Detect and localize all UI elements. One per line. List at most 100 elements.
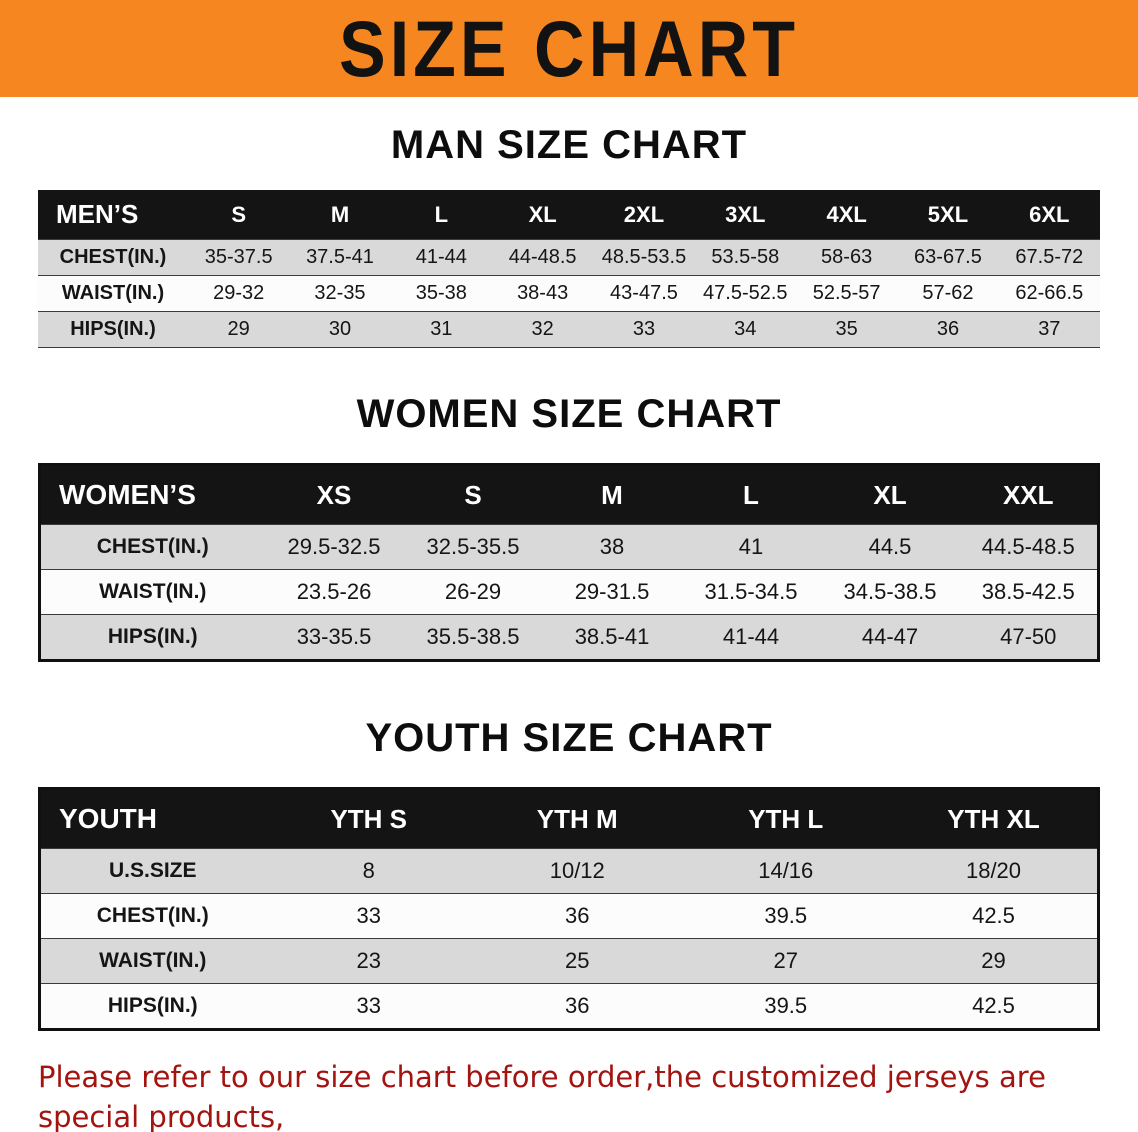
- men-group-label: MEN’S: [38, 190, 188, 240]
- table-row: HIPS(IN.) 29 30 31 32 33 34 35 36 37: [38, 311, 1100, 348]
- table-cell: 58-63: [821, 246, 873, 268]
- table-cell: 8: [362, 858, 375, 883]
- table-cell: 53.5-58: [711, 246, 780, 268]
- size-column-header: 3XL: [694, 190, 796, 240]
- table-cell: 36: [936, 318, 960, 340]
- table-cell: 26-29: [444, 579, 502, 604]
- size-column-header: 2XL: [593, 190, 695, 240]
- table-row: CHEST(IN.) 33 36 39.5 42.5: [39, 893, 1099, 939]
- table-cell: 41-44: [415, 246, 467, 268]
- size-column-header: L: [390, 190, 492, 240]
- size-column-header: YTH XL: [890, 788, 1099, 849]
- men-size-table: MEN’S S M L XL 2XL 3XL 4XL 5XL 6XL CHEST(IN.) 35-37…: [38, 190, 1100, 348]
- table-cell: 29-32: [213, 282, 265, 304]
- table-cell: 31: [430, 318, 453, 340]
- table-cell: 62-66.5: [1015, 282, 1084, 304]
- women-size-chart-section: WOMEN SIZE CHART WOMEN’S XS S M L XL XXL CHEST(I…: [0, 392, 1138, 662]
- table-cell: 38-43: [517, 282, 569, 304]
- table-cell: 44-47: [861, 624, 919, 649]
- table-cell: 23: [356, 948, 381, 973]
- size-column-header: YTH M: [473, 788, 682, 849]
- women-chart-title: WOMEN SIZE CHART: [356, 392, 782, 436]
- table-cell: 25: [565, 948, 590, 973]
- table-cell: 47-50: [1000, 624, 1057, 649]
- row-label: HIPS(IN.): [107, 625, 198, 648]
- table-cell: 57-62: [922, 282, 974, 304]
- row-label: WAIST(IN.): [61, 282, 165, 304]
- table-row: CHEST(IN.) 35-37.5 37.5-41 41-44 44-48.5 48.5…: [38, 239, 1100, 276]
- table-cell: 39.5: [764, 903, 808, 928]
- table-row: CHEST(IN.) 29.5-32.5 32.5-35.5 38 41 44.5 44.5…: [39, 524, 1099, 570]
- size-column-header: XXL: [959, 464, 1099, 525]
- table-cell: 44.5: [868, 534, 912, 559]
- table-row: HIPS(IN.) 33 36 39.5 42.5: [39, 983, 1099, 1030]
- size-column-header: 4XL: [795, 190, 898, 240]
- table-cell: 35.5-38.5: [426, 624, 520, 649]
- table-cell: 35-37.5: [204, 246, 273, 268]
- table-cell: 33-35.5: [296, 624, 372, 649]
- youth-size-table: YOUTH YTH S YTH M YTH L YTH XL U.S.SIZE 8 10/12…: [38, 787, 1100, 1031]
- table-cell: 42.5: [972, 993, 1015, 1018]
- table-cell: 47.5-52.5: [703, 282, 788, 304]
- size-column-header: XL: [491, 190, 594, 240]
- women-size-table: WOMEN’S XS S M L XL XXL CHEST(IN.) 29.5-32.5 32.5…: [38, 463, 1100, 662]
- table-cell: 38.5-41: [574, 624, 650, 649]
- women-group-label: WOMEN’S: [39, 464, 265, 525]
- row-label: WAIST(IN.): [99, 580, 207, 603]
- table-cell: 34.5-38.5: [843, 579, 937, 604]
- youth-chart-title: YOUTH SIZE CHART: [365, 716, 773, 760]
- row-label: HIPS(IN.): [70, 318, 156, 340]
- table-cell: 33: [356, 993, 381, 1018]
- footer-notice: Please refer to our size chart before or…: [38, 1057, 1100, 1132]
- table-cell: 63-67.5: [914, 246, 982, 268]
- table-cell: 43-47.5: [610, 282, 678, 304]
- notice-line-1: Please refer to our size chart before or…: [38, 1060, 1046, 1132]
- table-cell: 30: [328, 318, 352, 340]
- row-label: HIPS(IN.): [107, 994, 198, 1017]
- table-cell: 34: [734, 318, 757, 340]
- table-cell: 37: [1038, 318, 1061, 340]
- size-column-header: YTH L: [681, 788, 890, 849]
- table-row: HIPS(IN.) 33-35.5 35.5-38.5 38.5-41 41-44 44-…: [39, 614, 1099, 661]
- table-cell: 29: [227, 318, 250, 340]
- size-column-header: M: [542, 464, 682, 525]
- table-cell: 23.5-26: [296, 579, 372, 604]
- page-title: SIZE CHART: [339, 4, 799, 93]
- table-row: WAIST(IN.) 23 25 27 29: [39, 938, 1099, 984]
- table-cell: 44-48.5: [508, 246, 577, 268]
- row-label: CHEST(IN.): [96, 535, 209, 558]
- size-column-header: YTH S: [264, 788, 473, 849]
- banner: SIZE CHART: [0, 0, 1138, 97]
- table-cell: 31.5-34.5: [704, 579, 798, 604]
- table-cell: 48.5-53.5: [601, 246, 687, 268]
- men-size-chart-section: MAN SIZE CHART MEN’S S M L XL 2XL 3XL 4XL 5XL 6XL C…: [0, 123, 1138, 348]
- table-cell: 35: [835, 318, 858, 340]
- table-cell: 27: [773, 948, 798, 973]
- table-cell: 29.5-32.5: [287, 534, 381, 559]
- header-row: MEN’S S M L XL 2XL 3XL 4XL 5XL 6XL: [38, 190, 1100, 240]
- size-column-header: M: [289, 190, 391, 240]
- table-cell: 32: [531, 318, 554, 340]
- size-column-header: 6XL: [998, 190, 1100, 240]
- header-row: WOMEN’S XS S M L XL XXL: [39, 464, 1099, 525]
- size-column-header: 5XL: [897, 190, 999, 240]
- table-cell: 33: [632, 318, 656, 340]
- table-cell: 52.5-57: [812, 282, 881, 304]
- size-column-header: XL: [820, 464, 960, 525]
- row-label: CHEST(IN.): [96, 904, 209, 927]
- table-cell: 32.5-35.5: [426, 534, 520, 559]
- men-chart-title: MAN SIZE CHART: [390, 123, 748, 167]
- charts-container: MAN SIZE CHART MEN’S S M L XL 2XL 3XL 4XL 5XL 6XL C…: [0, 123, 1138, 1031]
- table-cell: 67.5-72: [1015, 246, 1084, 268]
- table-cell: 35-38: [415, 282, 467, 304]
- table-cell: 36: [565, 903, 590, 928]
- table-cell: 44.5-48.5: [981, 534, 1075, 559]
- table-cell: 29: [981, 948, 1006, 973]
- table-cell: 29-31.5: [574, 579, 650, 604]
- row-label: CHEST(IN.): [59, 246, 167, 268]
- size-column-header: S: [403, 464, 543, 525]
- row-label: U.S.SIZE: [108, 859, 197, 882]
- table-row: WAIST(IN.) 23.5-26 26-29 29-31.5 31.5-34.5 34…: [39, 569, 1099, 615]
- table-cell: 42.5: [972, 903, 1015, 928]
